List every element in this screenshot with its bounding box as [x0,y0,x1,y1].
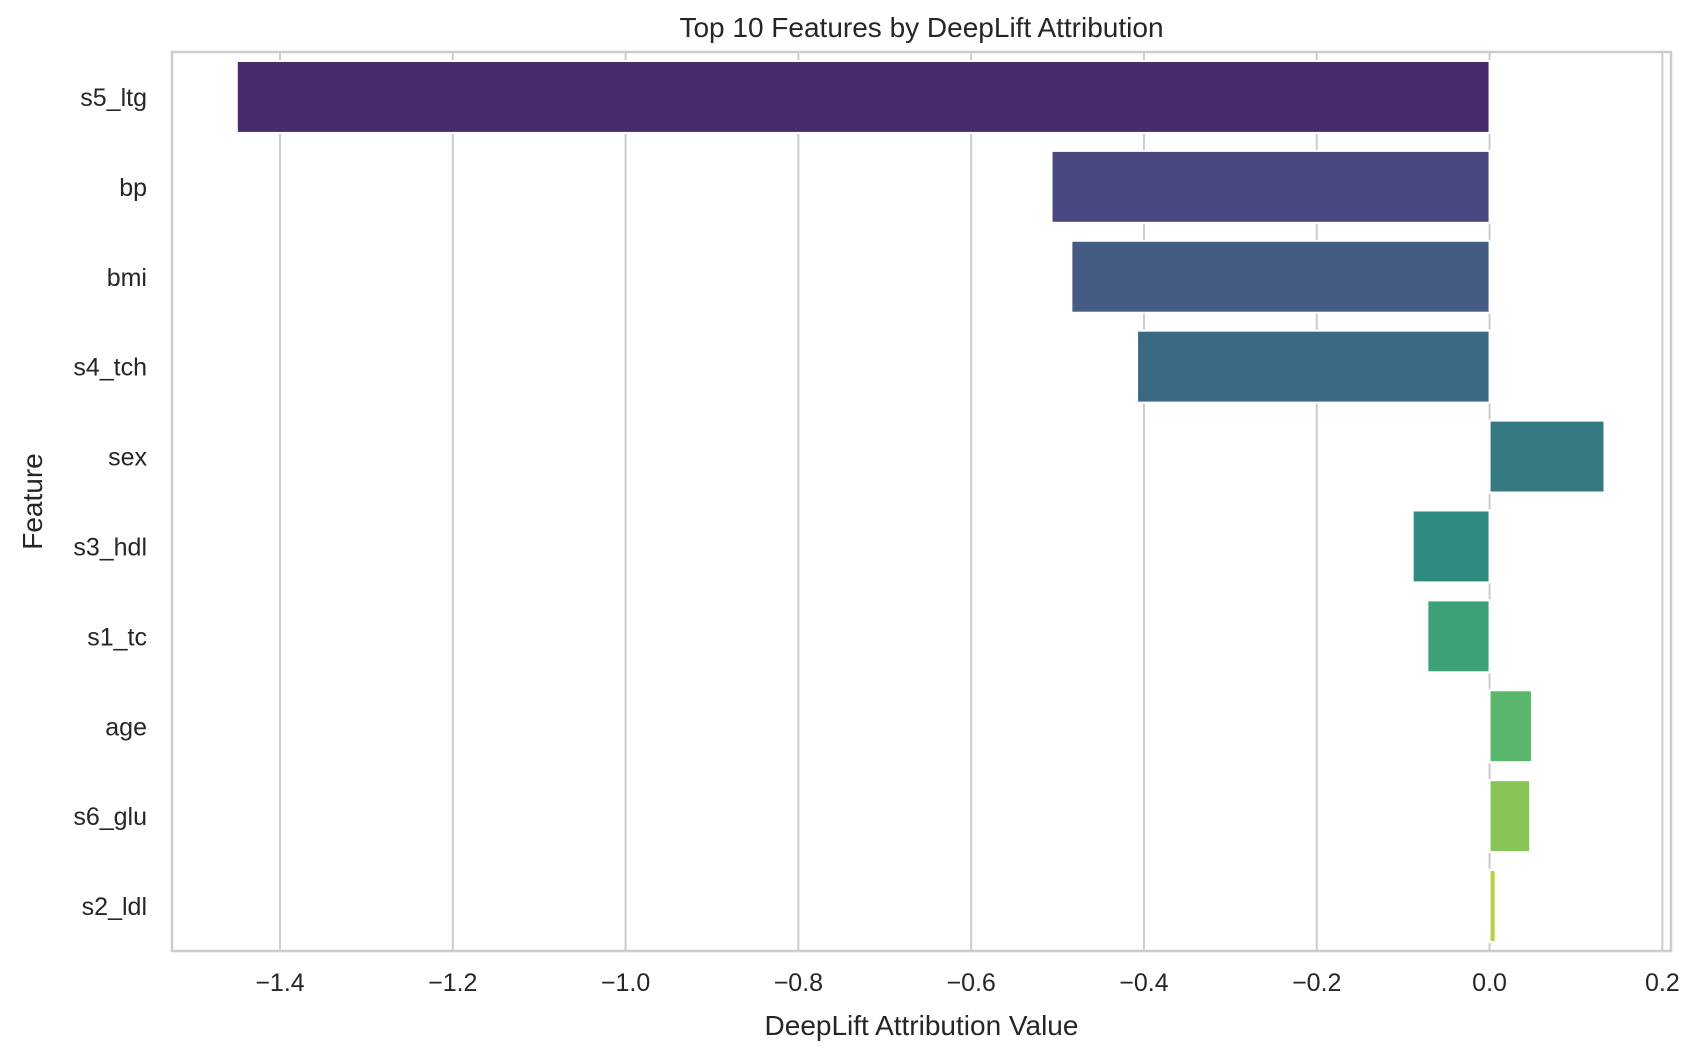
bar-bp [1050,149,1491,224]
bar-s4-tch [1136,329,1491,404]
x-tick-label: −0.4 [1119,969,1168,997]
x-tick-labels: −1.4 −1.2 −1.0 −0.8 −0.6 −0.4 −0.2 0.0 0.2 [255,969,1679,997]
y-tick-label: s6_glu [73,803,147,831]
x-axis-label: DeepLift Attribution Value [765,1010,1079,1041]
bar-s1-tc [1426,599,1491,674]
x-tick-label: −1.2 [428,969,477,997]
x-tick-label: −1.4 [255,969,304,997]
x-tick-label: −1.0 [601,969,650,997]
x-tick-label: 0.2 [1645,969,1680,997]
y-tick-label: s5_ltg [80,84,147,112]
y-tick-label: age [105,713,147,741]
x-tick-label: 0.0 [1472,969,1507,997]
y-tick-label: s2_ldl [82,893,147,921]
y-tick-label: s1_tc [87,623,147,651]
y-tick-label: bmi [107,264,147,292]
x-tick-label: −0.2 [1292,969,1341,997]
x-tick-label: −0.6 [946,969,995,997]
x-tick-label: −0.8 [774,969,823,997]
y-tick-label: s4_tch [73,354,147,382]
y-axis-label: Feature [17,453,48,550]
y-tick-label: s3_hdl [73,533,147,561]
y-tick-label: bp [119,174,147,202]
bar-s2-ldl [1488,869,1497,944]
plot-frame [170,50,1673,953]
bar-age [1488,689,1533,764]
bar-s3-hdl [1411,509,1491,584]
bar-s5-ltg [235,59,1491,134]
bars [235,59,1606,944]
chart-title: Top 10 Features by DeepLift Attribution [679,12,1163,43]
bar-sex [1488,419,1606,494]
y-tick-label: sex [108,444,147,472]
bar-s6-glu [1488,779,1532,854]
bar-bmi [1070,239,1491,314]
